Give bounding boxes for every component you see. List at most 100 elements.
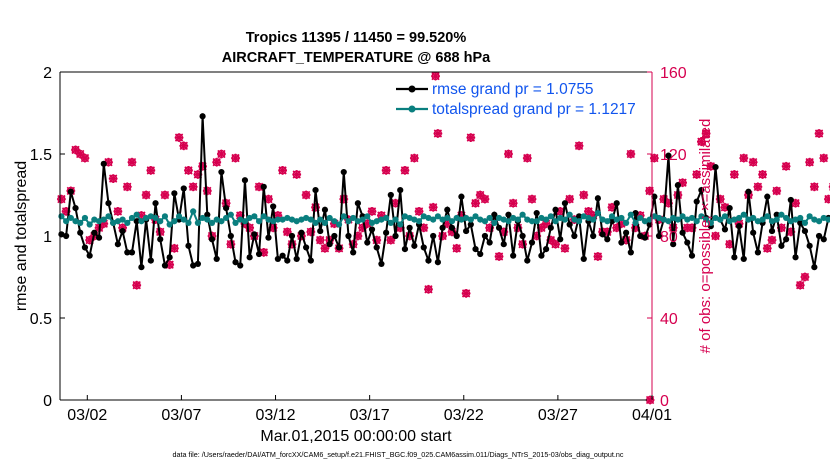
x-tick-label: 03/07 [161, 407, 201, 424]
rmse-point [105, 200, 112, 207]
totalspread-point [495, 214, 503, 222]
rmse-point [552, 206, 559, 213]
rmse-point [768, 227, 776, 235]
rmse-point [627, 249, 634, 256]
totalspread-point [204, 216, 211, 223]
obs-assimilated-marker [212, 157, 222, 167]
totalspread-point [660, 216, 667, 223]
rmse-point [623, 229, 630, 236]
rmse-point [86, 252, 93, 259]
rmse-point [495, 224, 503, 231]
y-axis-label-right: # of obs: o=possible; ×=assimilated [697, 119, 714, 354]
totalspread-point [726, 218, 733, 225]
rmse-point [138, 264, 145, 271]
totalspread-point [599, 216, 606, 223]
totalspread-series [58, 208, 830, 228]
totalspread-point [383, 214, 390, 222]
totalspread-point [750, 214, 757, 222]
totalspread-point [754, 218, 761, 225]
rmse-point [237, 262, 244, 269]
rmse-point [373, 244, 380, 251]
obs-assimilated-marker [508, 198, 518, 208]
totalspread-point [81, 214, 89, 222]
rmse-point [194, 260, 201, 267]
totalspread-point [345, 218, 352, 225]
totalspread-point [608, 213, 616, 220]
totalspread-point [72, 218, 79, 225]
totalspread-point [585, 214, 592, 222]
rmse-point [265, 234, 272, 241]
rmse-point [500, 241, 507, 248]
totalspread-point [208, 219, 216, 226]
rmse-point [303, 244, 310, 251]
rmse-point [425, 257, 432, 264]
totalspread-point [778, 211, 785, 218]
rmse-point [147, 257, 154, 264]
rmse-point [698, 186, 705, 194]
obs-assimilated-marker [504, 149, 513, 159]
totalspread-point [811, 216, 818, 223]
rmse-point [434, 259, 441, 266]
obs-assimilated-marker [471, 198, 480, 208]
rmse-point [227, 232, 234, 240]
rmse-point [307, 257, 314, 264]
obs-assimilated-marker [174, 133, 184, 142]
rmse-point [128, 249, 136, 256]
totalspread-point [171, 218, 178, 225]
totalspread-point [538, 214, 545, 222]
obs-assimilated-marker [626, 149, 636, 159]
rmse-point [693, 198, 700, 205]
totalspread-point [340, 213, 347, 220]
rmse-point [665, 152, 672, 159]
totalspread-point [194, 219, 201, 226]
totalspread-point [312, 219, 319, 226]
obs-assimilated-marker [108, 174, 118, 183]
totalspread-point [138, 218, 145, 225]
rmse-point [185, 242, 192, 249]
rmse-point [754, 249, 761, 256]
totalspread-point [797, 214, 804, 222]
rmse-point [721, 226, 729, 233]
y-tick-label: 0 [43, 393, 52, 410]
totalspread-point [124, 219, 131, 226]
rmse-point [444, 206, 451, 213]
rmse-point [439, 224, 446, 231]
obs-assimilated-marker [452, 243, 462, 253]
totalspread-point [157, 218, 164, 225]
rmse-point [364, 239, 371, 246]
rmse-point [580, 255, 587, 263]
obs-assimilated-marker [466, 133, 476, 142]
rmse-point [463, 227, 470, 235]
totalspread-point [637, 214, 644, 222]
obs-assimilated-marker [278, 166, 287, 175]
totalspread-point [679, 213, 686, 220]
obs-assimilated-marker [649, 153, 659, 163]
rmse-point [646, 221, 653, 228]
totalspread-point [326, 214, 333, 222]
y-tick-label-right: 120 [660, 147, 687, 164]
totalspread-point [190, 208, 197, 215]
totalspread-point [368, 219, 376, 226]
rmse-point [251, 231, 258, 238]
rmse-point [383, 229, 390, 236]
obs-assimilated-marker [127, 157, 137, 167]
rmse-point [387, 191, 394, 199]
y-tick-label: 0.5 [30, 311, 52, 328]
rmse-point [298, 229, 305, 236]
totalspread-point [392, 216, 399, 223]
obs-assimilated-marker [824, 194, 830, 204]
totalspread-point [166, 221, 173, 228]
rmse-point [604, 236, 611, 243]
obs-assimilated-marker [800, 272, 810, 282]
rmse-point [81, 244, 89, 251]
obs-assimilated-marker [431, 71, 440, 81]
rmse-point [326, 241, 333, 248]
totalspread-point [415, 218, 423, 225]
totalspread-point [547, 213, 554, 220]
rmse-point [312, 186, 319, 194]
rmse-point [317, 227, 324, 235]
totalspread-point [67, 214, 74, 222]
rmse-point [533, 209, 540, 217]
totalspread-point [623, 219, 630, 226]
